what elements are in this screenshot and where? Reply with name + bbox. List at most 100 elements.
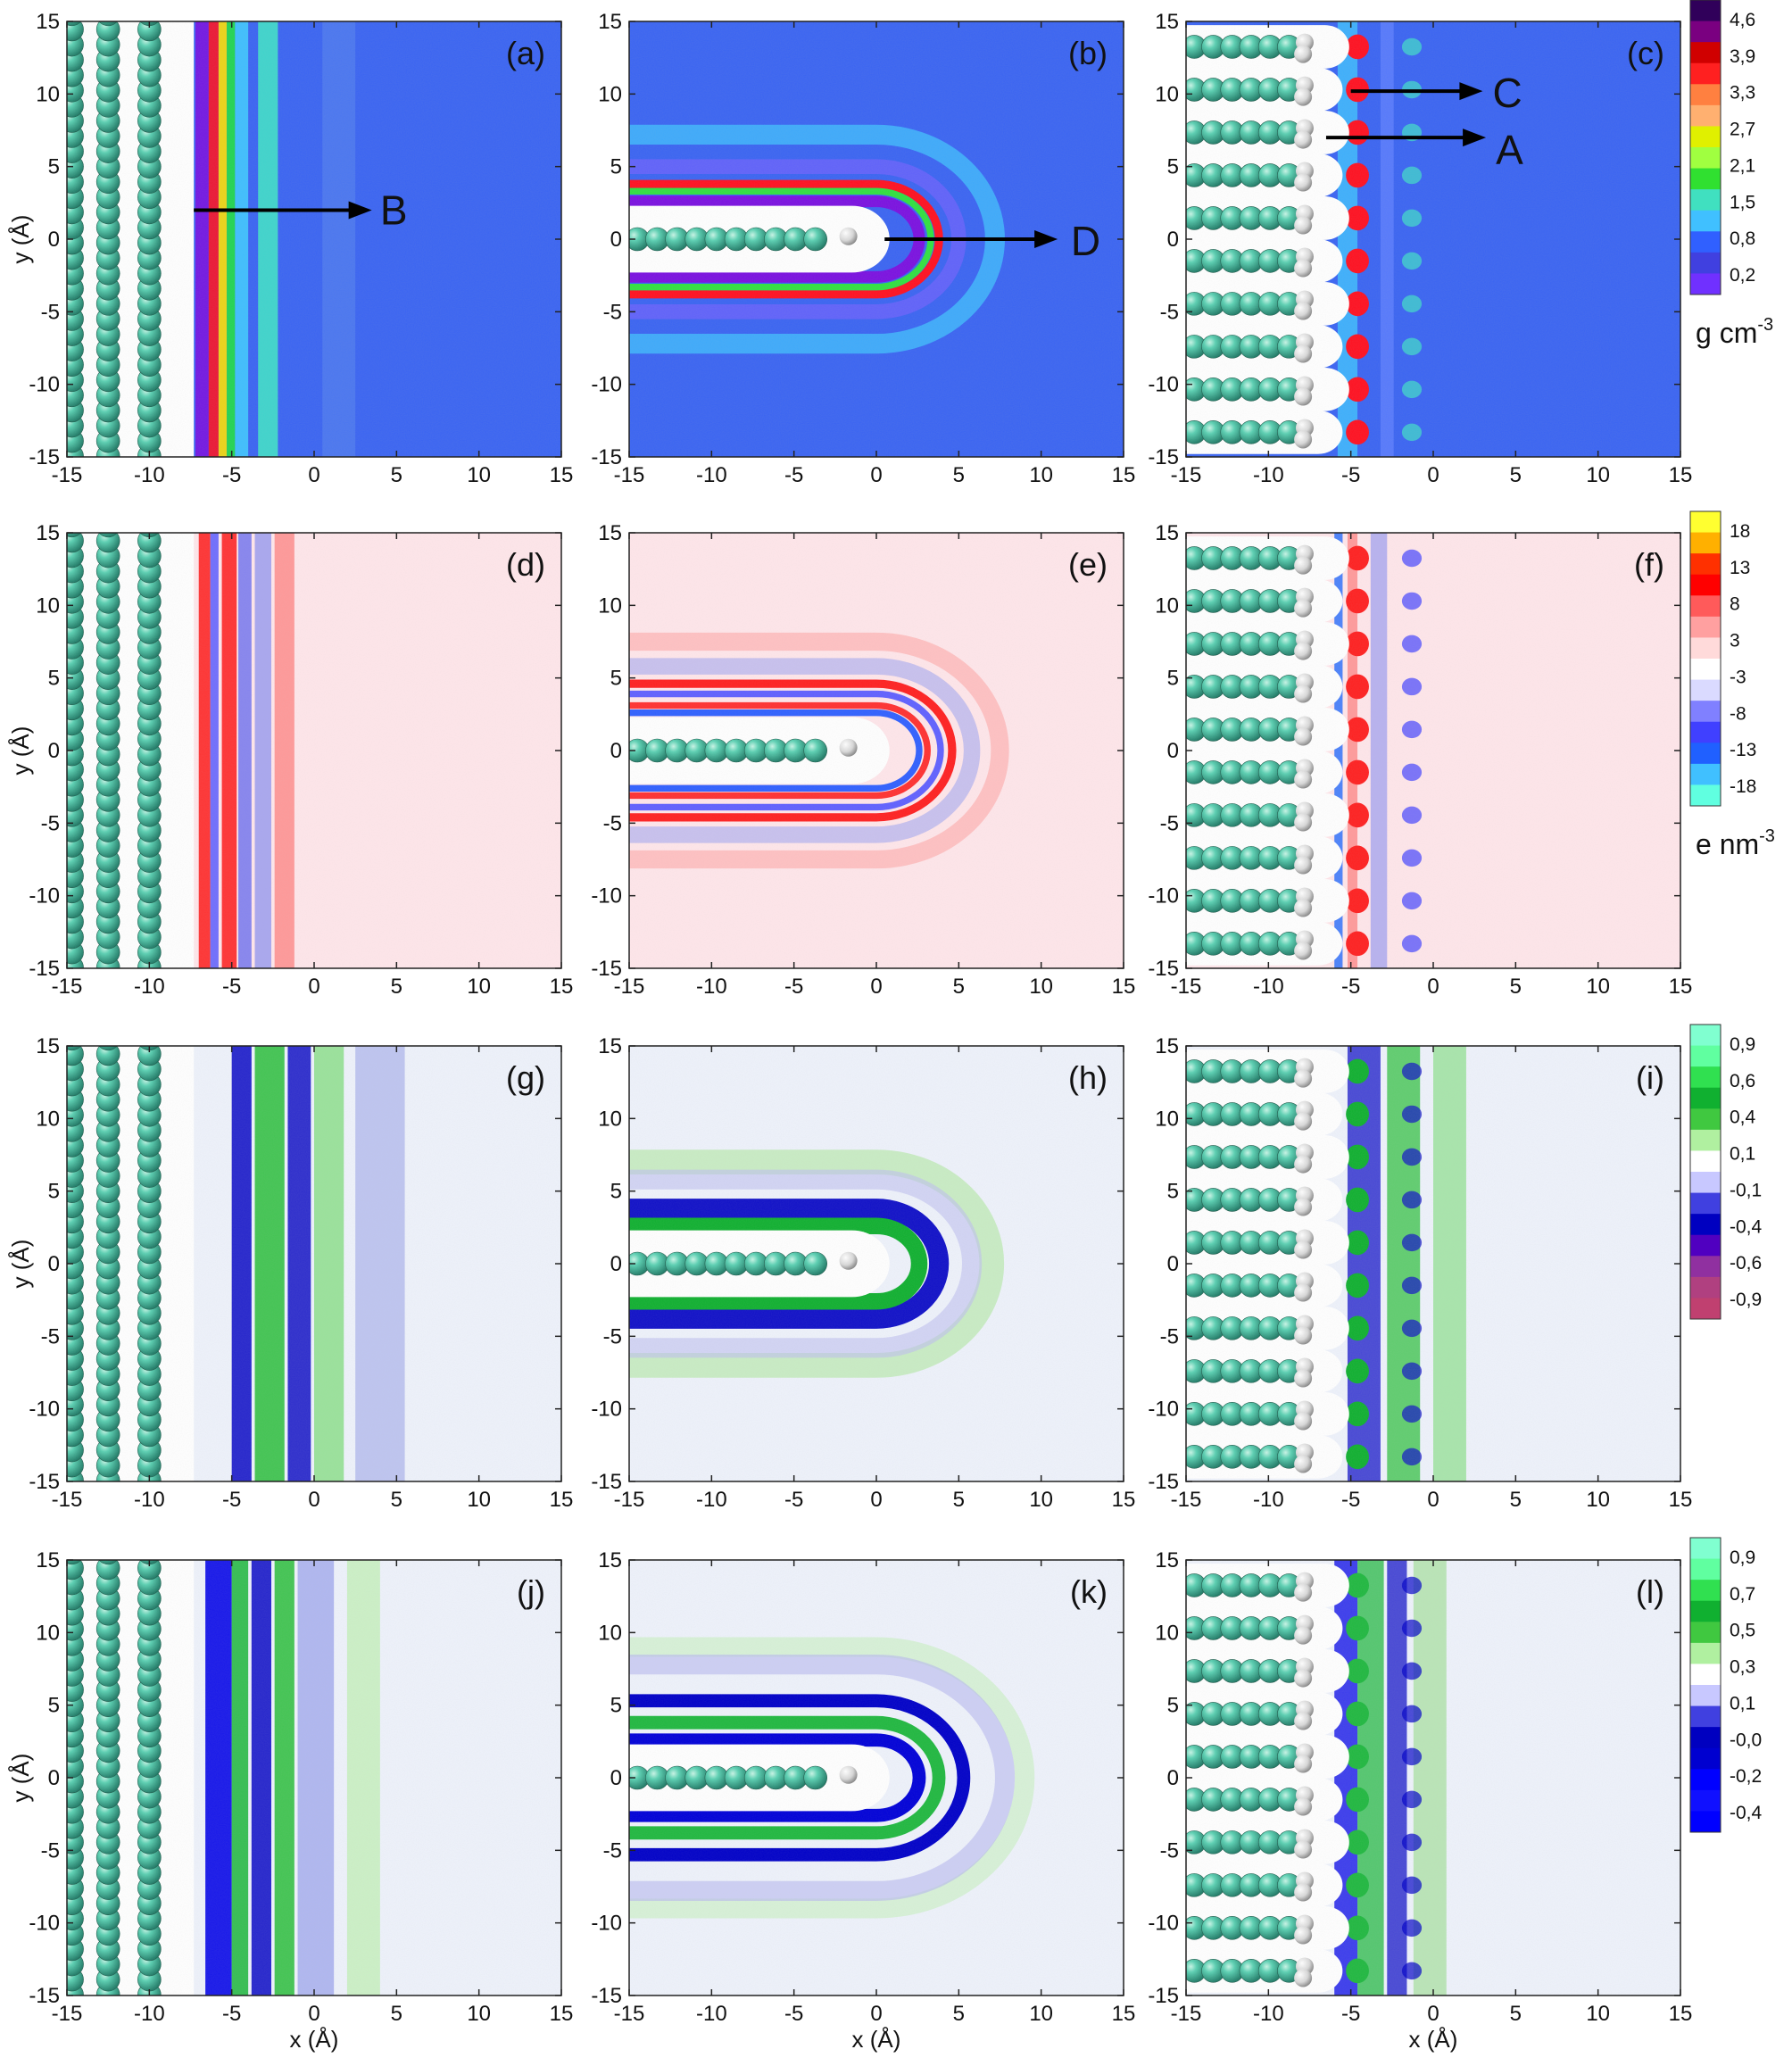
x-tick-label: 5 [1510, 2002, 1522, 2026]
colorbar-unit: g cm-3 [1696, 315, 1773, 349]
colorbar-segment [1690, 784, 1721, 807]
colorbar-segment [1690, 1538, 1721, 1560]
colorbar-segment [1690, 21, 1721, 43]
y-tick-label: 15 [1155, 1034, 1179, 1058]
x-tick-label: 5 [391, 975, 402, 999]
x-tick-label: 15 [550, 463, 574, 487]
colorbar-segment [1690, 1234, 1721, 1257]
y-tick-label: 5 [1167, 667, 1179, 691]
x-tick-label: 0 [1427, 975, 1439, 999]
panel-e: -15 -10 -5 0 5 10 15 -15 -10 -5 0 5 10 15 (e) [591, 521, 1135, 999]
colorbar-segment [1690, 1025, 1721, 1047]
y-tick-label: 10 [1155, 593, 1179, 618]
colorbar-tick-label: 0,9 [1730, 1547, 1755, 1568]
x-tick-label: 10 [467, 463, 491, 487]
colorbar-segment [1690, 659, 1721, 681]
colorbar-segment [1690, 147, 1721, 170]
plot-area [1186, 1046, 1680, 1481]
y-tick-label: -10 [591, 1912, 622, 1936]
x-tick-label: 0 [308, 463, 319, 487]
y-tick-label: -5 [1160, 1324, 1179, 1348]
colorbar-segment [1690, 210, 1721, 232]
y-tick-label: 10 [598, 1107, 622, 1131]
colorbar-tick-label: 3,9 [1730, 46, 1755, 67]
colorbar-tick-label: 3,3 [1730, 83, 1755, 104]
colorbar-tick-label: 0,4 [1730, 1108, 1756, 1128]
y-tick-label: -15 [1148, 1984, 1179, 2008]
y-tick-label: -5 [603, 300, 622, 324]
colorbar-segment [1690, 1747, 1721, 1770]
x-tick-label: -10 [696, 2002, 727, 2026]
arrow-b-arrowhead [348, 201, 372, 220]
x-tick-label: 5 [391, 1488, 402, 1512]
x-tick-label: -15 [614, 975, 645, 999]
noise-overlay [67, 533, 561, 968]
y-tick-label: 15 [1155, 10, 1179, 34]
panel-label: (e) [1068, 546, 1108, 583]
x-tick-label: -15 [1171, 463, 1202, 487]
panel-label: (j) [517, 1573, 545, 1610]
noise-overlay [629, 1560, 1124, 1995]
x-tick-label: 10 [1586, 463, 1610, 487]
y-tick-label: -15 [29, 957, 60, 981]
x-tick-label: 5 [953, 463, 965, 487]
x-tick-label: -10 [134, 463, 165, 487]
colorbar-tick-label: 0,3 [1730, 1657, 1755, 1678]
y-tick-label: 5 [48, 155, 60, 179]
y-tick-label: 10 [36, 1621, 60, 1645]
y-tick-label: 15 [36, 1034, 60, 1058]
y-tick-label: 0 [610, 1766, 622, 1790]
y-tick-label: -15 [1148, 445, 1179, 469]
x-tick-label: 15 [1112, 975, 1136, 999]
colorbar-segment [1690, 1769, 1721, 1791]
y-tick-label: -5 [41, 811, 60, 835]
x-tick-label: 15 [1669, 463, 1693, 487]
y-tick-label: 0 [1167, 739, 1179, 763]
y-tick-label: 0 [48, 1252, 60, 1276]
x-tick-label: 0 [1427, 1488, 1439, 1512]
colorbar-segment [1690, 1045, 1721, 1067]
y-tick-label: 5 [48, 1180, 60, 1204]
y-tick-label: -10 [591, 884, 622, 909]
x-tick-label: -5 [784, 975, 803, 999]
colorbar-segment [1690, 1066, 1721, 1089]
x-tick-label: -5 [222, 2002, 241, 2026]
y-tick-label: -10 [1148, 373, 1179, 397]
y-tick-label: 10 [1155, 1621, 1179, 1645]
y-tick-label: -10 [29, 1912, 60, 1936]
x-tick-label: 5 [1510, 1488, 1522, 1512]
y-tick-label: 15 [36, 1548, 60, 1572]
x-tick-label: -15 [52, 2002, 83, 2026]
arrow-d-label: D [1071, 218, 1100, 264]
colorbar-segment [1690, 252, 1721, 274]
colorbar-segment [1690, 1642, 1721, 1664]
x-tick-label: 10 [1586, 1488, 1610, 1512]
colorbar-segment [1690, 1214, 1721, 1236]
x-tick-label: -10 [696, 1488, 727, 1512]
colorbar-tick-label: -0,0 [1730, 1730, 1762, 1750]
y-axis-label: y (Å) [7, 1240, 34, 1289]
y-tick-label: 15 [36, 10, 60, 34]
colorbar-segment [1690, 1192, 1721, 1215]
y-tick-label: -15 [1148, 1470, 1179, 1494]
colorbar-segment [1690, 763, 1721, 785]
x-tick-label: -5 [222, 463, 241, 487]
colorbar-tick-label: -8 [1730, 703, 1746, 724]
y-tick-label: -5 [1160, 300, 1179, 324]
y-tick-label: -5 [41, 300, 60, 324]
colorbar-segment [1690, 1172, 1721, 1194]
x-tick-label: 0 [870, 2002, 882, 2026]
arrow-b-label: B [380, 187, 408, 233]
plot-area [67, 1560, 561, 1995]
x-tick-label: 15 [1669, 2002, 1693, 2026]
y-tick-label: -10 [29, 884, 60, 909]
colorbar-segment [1690, 231, 1721, 253]
colorbar-tick-label: 2,1 [1730, 155, 1755, 176]
colorbar-tick-label: -18 [1730, 776, 1756, 797]
y-tick-label: -15 [591, 1470, 622, 1494]
y-tick-label: 5 [1167, 155, 1179, 179]
y-tick-label: 0 [610, 228, 622, 252]
x-tick-label: 5 [391, 463, 402, 487]
x-tick-label: 10 [1586, 2002, 1610, 2026]
